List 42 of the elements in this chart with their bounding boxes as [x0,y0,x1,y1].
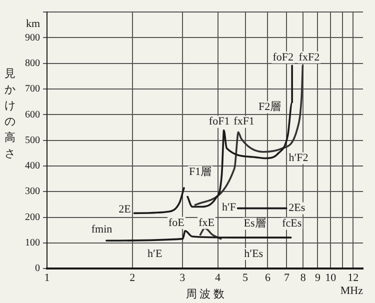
x-tick-label: 3 [180,272,186,284]
x-tick-label: 4 [215,272,222,284]
text: MHz [340,284,364,297]
annotation: foE [168,216,185,229]
annotation: 2Es [288,202,306,214]
annotation: 2E [118,204,132,216]
y-tick-label: 100 [25,238,40,249]
x-tick-label: 8 [300,272,306,284]
annotation: foF2 [272,51,294,64]
y-tick-label: 200 [25,212,40,223]
annotation: fmin [91,224,113,236]
y-tick-label: 0 [35,263,40,274]
annotation: Es層 [244,218,266,230]
annotation: F2層 [258,101,282,114]
x-tick-label: 7 [284,272,290,284]
annotation: h′F [222,201,236,214]
text: km [26,18,40,30]
annotation: foF1 [208,116,230,128]
x-tick-label: 6 [264,272,271,284]
y-tick-label: 800 [25,58,40,69]
annotation: fxE [198,216,215,229]
annotation: fxF2 [298,51,320,64]
y-tick-label: 400 [25,160,40,172]
annotation: fcEs [282,218,302,230]
y-tick-label: 300 [25,186,40,198]
y-tick-label: 900 [25,32,40,44]
y-axis-title: 見かけの高さ [4,66,16,162]
x-tick-label: 10 [325,272,337,284]
x-tick-label: 2 [130,272,136,284]
annotation: h′E [148,248,162,260]
x-tick-label: 9 [314,272,321,284]
x-tick-label: 12 [348,272,359,284]
annotation: fxF1 [234,116,254,128]
annotation: F1層 [188,166,212,178]
x-tick-label: 1 [44,272,50,284]
y-tick-label: 700 [25,84,40,95]
annotation: h′F2 [288,152,308,164]
annotation: h′Es [244,248,264,260]
x-tick-label: 5 [242,272,249,284]
y-tick-label: 600 [25,109,40,120]
y-tick-label: 500 [25,134,40,146]
x-axis-title: 周 波 数 [186,287,224,300]
